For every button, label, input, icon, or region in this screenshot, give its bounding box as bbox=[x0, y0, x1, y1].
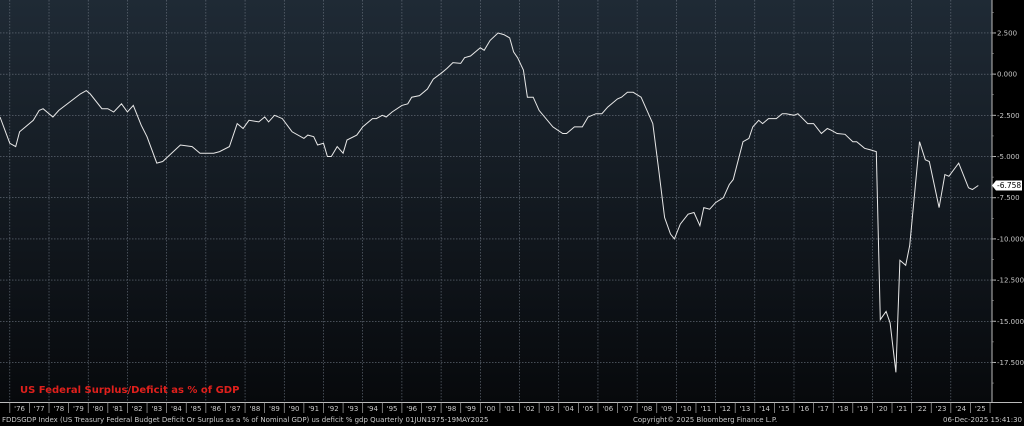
footer-description: FDDSGDP Index (US Treasury Federal Budge… bbox=[2, 416, 489, 424]
footer-copyright: Copyright© 2025 Bloomberg Finance L.P. bbox=[633, 416, 778, 424]
plot-area bbox=[0, 0, 992, 402]
x-tick-label: '24 bbox=[955, 405, 966, 413]
x-tick-label: '78 bbox=[53, 405, 64, 413]
x-tick-label: '04 bbox=[563, 405, 574, 413]
x-tick-label: '82 bbox=[132, 405, 143, 413]
x-tick-label: '22 bbox=[916, 405, 927, 413]
x-tick-label: '92 bbox=[328, 405, 339, 413]
x-tick-label: '83 bbox=[151, 405, 162, 413]
y-axis-panel bbox=[992, 0, 1024, 402]
y-tick-label: 0.000 bbox=[997, 71, 1017, 79]
x-tick-label: '05 bbox=[583, 405, 594, 413]
x-tick-label: '11 bbox=[700, 405, 711, 413]
x-tick-label: '07 bbox=[622, 405, 633, 413]
x-tick-label: '14 bbox=[759, 405, 770, 413]
x-tick-label: '86 bbox=[210, 405, 221, 413]
chart-title: US Federal Surplus/Deficit as % of GDP bbox=[20, 385, 240, 396]
x-tick-label: '98 bbox=[445, 405, 456, 413]
x-tick-label: '21 bbox=[896, 405, 907, 413]
x-tick-label: '80 bbox=[93, 405, 104, 413]
last-value-marker: -6.758 bbox=[992, 180, 1022, 191]
x-tick-label: '23 bbox=[936, 405, 947, 413]
x-tick-label: '10 bbox=[681, 405, 692, 413]
x-tick-label: '17 bbox=[818, 405, 829, 413]
y-tick-label: -7.500 bbox=[997, 194, 1020, 202]
x-tick-label: '19 bbox=[857, 405, 868, 413]
x-tick-label: '03 bbox=[544, 405, 555, 413]
y-tick-label: -15.000 bbox=[997, 318, 1024, 326]
x-tick-label: '02 bbox=[524, 405, 535, 413]
x-tick-label: '25 bbox=[975, 405, 986, 413]
x-tick-label: '95 bbox=[387, 405, 398, 413]
x-tick-label: '88 bbox=[249, 405, 260, 413]
y-tick-label: -10.000 bbox=[997, 235, 1024, 243]
x-tick-label: '08 bbox=[642, 405, 653, 413]
y-axis: 2.500 0.000 -2.500 -5.000 -7.500 -10.000 -12.5… bbox=[991, 0, 1024, 402]
x-tick-label: '85 bbox=[191, 405, 202, 413]
x-tick-label: '97 bbox=[426, 405, 437, 413]
y-tick-label: -17.500 bbox=[997, 359, 1024, 367]
y-tick-label: 2.500 bbox=[997, 29, 1017, 37]
x-tick-label: '00 bbox=[485, 405, 496, 413]
x-tick-label: '93 bbox=[347, 405, 358, 413]
y-tick-label: -5.000 bbox=[997, 153, 1020, 161]
x-axis-strip bbox=[0, 402, 1024, 414]
x-tick-label: '09 bbox=[661, 405, 672, 413]
x-tick-label: '20 bbox=[877, 405, 888, 413]
x-tick-label: '01 bbox=[504, 405, 515, 413]
x-tick-label: '77 bbox=[34, 405, 45, 413]
x-tick-label: '13 bbox=[740, 405, 751, 413]
series-line bbox=[0, 32, 979, 373]
x-tick-label: '18 bbox=[838, 405, 849, 413]
y-tick-label: -12.500 bbox=[997, 277, 1024, 285]
y-tick-label: -2.500 bbox=[997, 112, 1020, 120]
line-chart: '76 '77 '78 '79 '80 '81 '82 '83 '84 '85 '86 '87 '88 '… bbox=[0, 0, 1024, 414]
x-tick-label: '99 bbox=[465, 405, 476, 413]
x-tick-label: '76 bbox=[14, 405, 25, 413]
x-tick-label: '12 bbox=[720, 405, 731, 413]
x-tick-label: '96 bbox=[406, 405, 417, 413]
x-tick-label: '89 bbox=[269, 405, 280, 413]
x-tick-label: '91 bbox=[308, 405, 319, 413]
x-tick-label: '79 bbox=[73, 405, 84, 413]
last-value-label: -6.758 bbox=[997, 181, 1021, 190]
x-tick-label: '87 bbox=[230, 405, 241, 413]
x-tick-label: '15 bbox=[779, 405, 790, 413]
gridlines bbox=[0, 0, 992, 402]
x-tick-label: '16 bbox=[798, 405, 809, 413]
x-tick-label: '94 bbox=[367, 405, 378, 413]
footer: FDDSGDP Index (US Treasury Federal Budge… bbox=[0, 414, 1024, 426]
x-tick-label: '81 bbox=[112, 405, 123, 413]
x-tick-label: '06 bbox=[602, 405, 613, 413]
x-tick-label: '90 bbox=[289, 405, 300, 413]
x-tick-label: '84 bbox=[171, 405, 182, 413]
x-axis: '76 '77 '78 '79 '80 '81 '82 '83 '84 '85 '86 '87 '88 '… bbox=[0, 402, 1024, 414]
footer-timestamp: 06-Dec-2025 15:41:30 bbox=[943, 416, 1022, 424]
